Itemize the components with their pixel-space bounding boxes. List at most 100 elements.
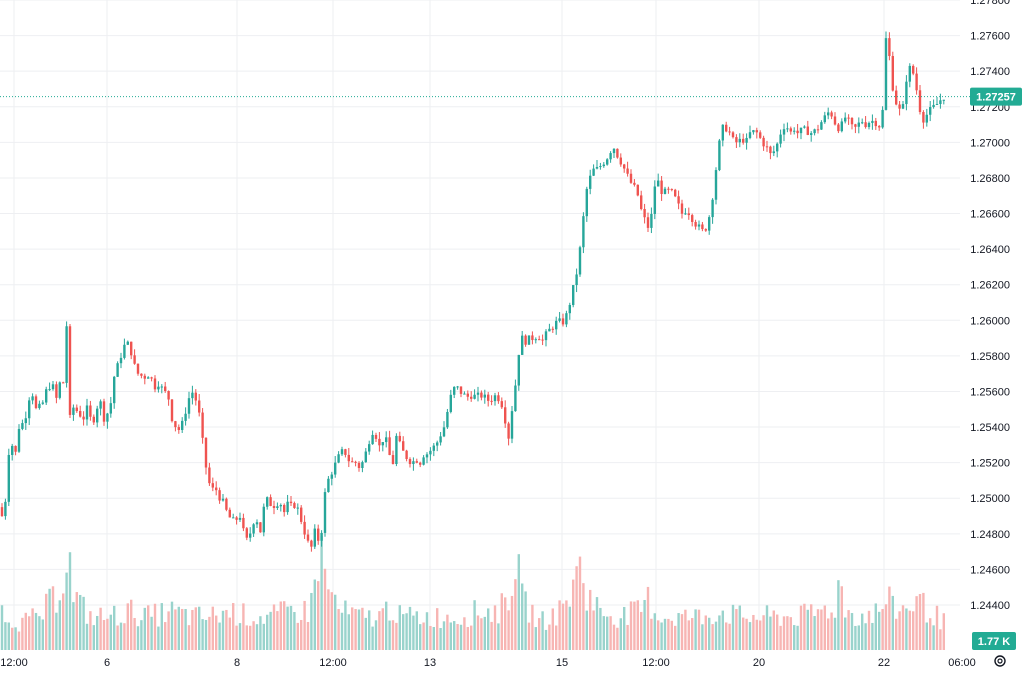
candle-body [850, 117, 854, 125]
candle-body [170, 399, 174, 422]
price-tick-label: 1.26000 [970, 315, 1010, 327]
candle-body [599, 166, 602, 168]
volume-bar [572, 579, 575, 650]
candle-body [456, 386, 459, 388]
candle-body [306, 534, 310, 541]
price-tick-label: 1.25800 [970, 351, 1010, 363]
volume-bar [674, 625, 677, 650]
volume-bar [646, 586, 650, 650]
price-tick-label: 1.25400 [970, 422, 1010, 434]
price-tick-label: 1.25600 [970, 386, 1010, 398]
candle-body [687, 213, 690, 216]
candle-body [439, 436, 442, 443]
volume-bar [735, 609, 738, 650]
volume-bar [242, 603, 245, 650]
candle-body [497, 395, 500, 402]
volume-bar [459, 624, 463, 650]
candle-body [225, 498, 228, 510]
candle-body [922, 111, 925, 123]
candle-body [136, 363, 140, 374]
candle-body [249, 533, 252, 538]
volume-bar [799, 605, 803, 650]
candle-body [266, 497, 269, 507]
volume-bar [677, 613, 680, 650]
candle-body [534, 339, 537, 341]
candle-body [235, 517, 238, 520]
volume-bar [561, 603, 565, 650]
candle-body [684, 213, 687, 215]
candle-body [793, 130, 796, 132]
volume-bar [555, 625, 558, 650]
candle-body [232, 517, 235, 519]
candle-body [357, 462, 361, 469]
candle-body [551, 328, 554, 330]
candle-body [738, 138, 741, 143]
volume-bar [578, 556, 582, 650]
volume-bar [215, 615, 218, 650]
volume-bar [657, 620, 660, 650]
volume-bar [837, 580, 840, 650]
candle-body [697, 224, 701, 227]
candle-body [606, 159, 609, 165]
volume-bar [772, 610, 775, 650]
candle-body [204, 437, 208, 468]
candle-body [769, 146, 772, 154]
candle-body [612, 148, 616, 154]
volume-bar [330, 592, 333, 650]
candle-body [446, 411, 449, 428]
price-tick-label: 1.26200 [970, 280, 1010, 292]
candle-body [113, 376, 116, 404]
candle-body [408, 459, 412, 465]
volume-bar [493, 605, 497, 650]
candle-body [575, 274, 578, 286]
volume-bar [684, 609, 687, 650]
volume-bar [823, 605, 826, 650]
volume-bar [143, 607, 146, 650]
candle-body [592, 168, 595, 176]
candle-body [330, 474, 333, 479]
candle-body [657, 180, 660, 187]
volume-bar [402, 614, 405, 650]
volume-bar [487, 608, 490, 650]
candle-body [653, 186, 656, 214]
candle-body [844, 117, 847, 122]
volume-bar [585, 610, 588, 650]
volume-bar [718, 615, 721, 650]
volume-bar [344, 600, 347, 650]
volume-bar [92, 625, 95, 650]
candle-body [323, 492, 327, 533]
gear-icon-hub [997, 658, 1003, 664]
candle-body [527, 335, 531, 345]
gear-icon[interactable] [994, 655, 1006, 667]
volume-bar [408, 606, 412, 650]
volume-bar [34, 612, 38, 650]
candle-body [884, 38, 888, 110]
volume-bar [480, 618, 483, 650]
volume-bar [398, 605, 401, 650]
volume-bar [228, 617, 231, 650]
volume-bar [589, 589, 592, 650]
volume-bar [704, 615, 707, 650]
candle-body [544, 331, 548, 341]
volume-bar [55, 612, 58, 650]
volume-bar [670, 620, 673, 650]
candle-body [765, 146, 769, 148]
candle-body [340, 449, 344, 455]
volume-bar [925, 622, 928, 650]
candle-body [425, 454, 429, 458]
volume-bar [782, 616, 786, 650]
volume-bar [595, 597, 599, 650]
volume-bar [24, 612, 27, 650]
candle-body [799, 127, 803, 134]
volume-bar [126, 603, 129, 650]
volume-bar [272, 604, 276, 650]
candle-body [391, 455, 395, 465]
volume-bar [884, 604, 888, 650]
candle-body [708, 217, 711, 231]
volume-bar [68, 552, 72, 650]
volume-bar [510, 595, 514, 650]
volume-bar [303, 600, 306, 650]
price-tick-label: 1.26600 [970, 209, 1010, 221]
